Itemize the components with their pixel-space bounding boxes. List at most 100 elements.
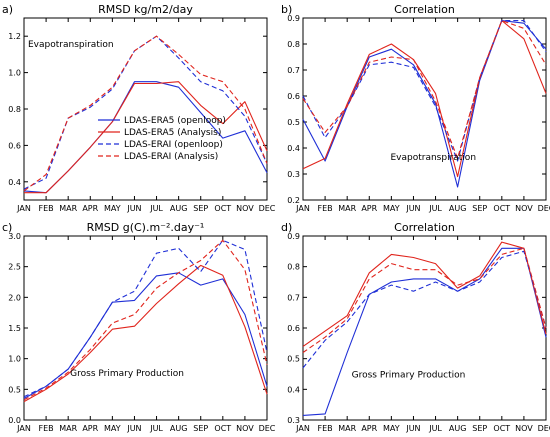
panel-letter: d) [281, 221, 292, 234]
x-tick-label: NOV [236, 424, 254, 433]
series-line [302, 250, 547, 369]
series-line [23, 239, 268, 398]
x-tick-label: NOV [236, 204, 254, 213]
x-tick-label: MAY [383, 424, 400, 433]
x-tick-label: MAY [104, 424, 121, 433]
legend-label: LDAS-ERA5 (Analysis) [124, 128, 221, 138]
y-tick-label: 0.4 [8, 178, 21, 187]
y-tick-label: 0.5 [8, 385, 21, 394]
x-tick-label: MAR [338, 204, 356, 213]
x-tick-label: JUL [428, 204, 442, 213]
panel-title: Correlation [394, 3, 455, 16]
x-tick-label: MAY [104, 204, 121, 213]
x-tick-label: SEP [472, 204, 487, 213]
x-tick-label: MAR [59, 204, 77, 213]
axes-frame [302, 235, 547, 421]
x-tick-label: SEP [472, 424, 487, 433]
legend: LDAS-ERA5 (openloop) LDAS-ERA5 (Analysis)… [98, 116, 226, 162]
y-tick-label: 0.3 [287, 170, 300, 179]
x-tick-label: MAR [338, 424, 356, 433]
y-tick-label: 0.5 [287, 355, 300, 364]
x-tick-label: MAY [383, 204, 400, 213]
x-tick-label: DEC [538, 204, 550, 213]
series-line [302, 20, 547, 162]
axes-frame [23, 235, 268, 421]
y-tick-label: 1.0 [8, 355, 21, 364]
panel-letter: a) [2, 3, 13, 16]
x-tick-label: AUG [170, 204, 188, 213]
x-tick-label: JAN [295, 204, 310, 213]
x-tick-label: APR [361, 204, 377, 213]
y-tick-label: 0.9 [287, 232, 300, 241]
x-tick-label: FEB [318, 424, 333, 433]
panel-annotation: Gross Primary Production [352, 371, 466, 381]
series-line [302, 247, 547, 353]
panel-b: 0.2 0.3 0.4 0.5 0.6 0.7 0.8 0.9 JAN FEB MAR APR MAY J… [281, 3, 550, 213]
y-tick-label: 0.8 [8, 105, 21, 114]
panel-annotation: Evapotranspiration [28, 40, 114, 50]
panel-annotation: Evapotranspiration [390, 153, 476, 163]
y-tick-label: 0.7 [287, 66, 300, 75]
x-tick-label: AUG [170, 424, 188, 433]
y-tick-label: 0.8 [287, 263, 300, 272]
panel-c: 0.0 0.5 1.0 1.5 2.0 2.5 3.0 JAN FEB MAR APR MAY JUN J… [2, 221, 276, 433]
x-tick-label: MAR [59, 424, 77, 433]
panel-title: RMSD kg/m2/day [98, 3, 193, 16]
series-line [23, 35, 268, 192]
x-tick-label: JUN [405, 204, 420, 213]
series-line [302, 247, 547, 416]
x-tick-label: FEB [39, 424, 54, 433]
panel-title: RMSD g(C).m⁻².day⁻¹ [87, 221, 205, 234]
y-tick-label: 0.5 [287, 118, 300, 127]
panel-a: 0.4 0.6 0.8 1.0 1.2 JAN FEB MAR APR MAY JUN JUL AUG S… [2, 3, 276, 213]
x-tick-label: JUN [126, 424, 141, 433]
x-tick-label: APR [82, 204, 98, 213]
series-line [23, 239, 268, 401]
x-tick-label: DEC [259, 424, 276, 433]
y-tick-label: 0.6 [8, 141, 21, 150]
x-tick-label: JUN [405, 424, 420, 433]
series-line [302, 241, 547, 347]
x-tick-label: FEB [39, 204, 54, 213]
y-tick-label: 2.0 [8, 293, 21, 302]
x-tick-label: OCT [493, 424, 510, 433]
x-tick-label: JUL [149, 424, 163, 433]
y-tick-label: 0.3 [287, 416, 300, 425]
y-tick-label: 0.9 [287, 14, 300, 23]
x-tick-label: JAN [16, 424, 31, 433]
x-tick-label: DEC [538, 424, 550, 433]
x-tick-label: OCT [214, 424, 231, 433]
axes-frame [302, 17, 547, 201]
series-line [23, 264, 268, 403]
y-tick-label: 1.0 [8, 69, 21, 78]
x-tick-label: OCT [493, 204, 510, 213]
y-tick-label: 0.0 [8, 416, 21, 425]
panel-letter: b) [281, 3, 292, 16]
x-tick-label: AUG [449, 424, 467, 433]
x-tick-label: JUN [126, 204, 141, 213]
x-tick-label: JAN [295, 424, 310, 433]
y-tick-label: 1.5 [8, 324, 21, 333]
x-tick-label: APR [82, 424, 98, 433]
y-tick-label: 2.5 [8, 263, 21, 272]
x-tick-label: NOV [515, 204, 533, 213]
y-tick-label: 0.6 [287, 92, 300, 101]
x-tick-label: SEP [193, 424, 208, 433]
panel-d: 0.3 0.4 0.5 0.6 0.7 0.8 0.9 JAN FEB MAR APR MAY JUN J… [281, 221, 550, 433]
y-tick-label: 0.6 [287, 324, 300, 333]
y-tick-label: 0.2 [287, 196, 300, 205]
legend-label: LDAS-ERAI (Analysis) [124, 152, 218, 162]
y-tick-label: 1.2 [8, 32, 21, 41]
x-tick-label: JAN [16, 204, 31, 213]
legend-label: LDAS-ERAI (openloop) [124, 140, 223, 150]
panel-title: Correlation [394, 221, 455, 234]
x-tick-label: FEB [318, 204, 333, 213]
series-line [24, 81, 268, 194]
series-line [23, 35, 268, 190]
y-tick-label: 0.4 [287, 385, 300, 394]
x-tick-label: SEP [193, 204, 208, 213]
x-tick-label: JUL [428, 424, 442, 433]
y-tick-label: 0.4 [287, 144, 300, 153]
x-tick-label: JUL [149, 204, 163, 213]
